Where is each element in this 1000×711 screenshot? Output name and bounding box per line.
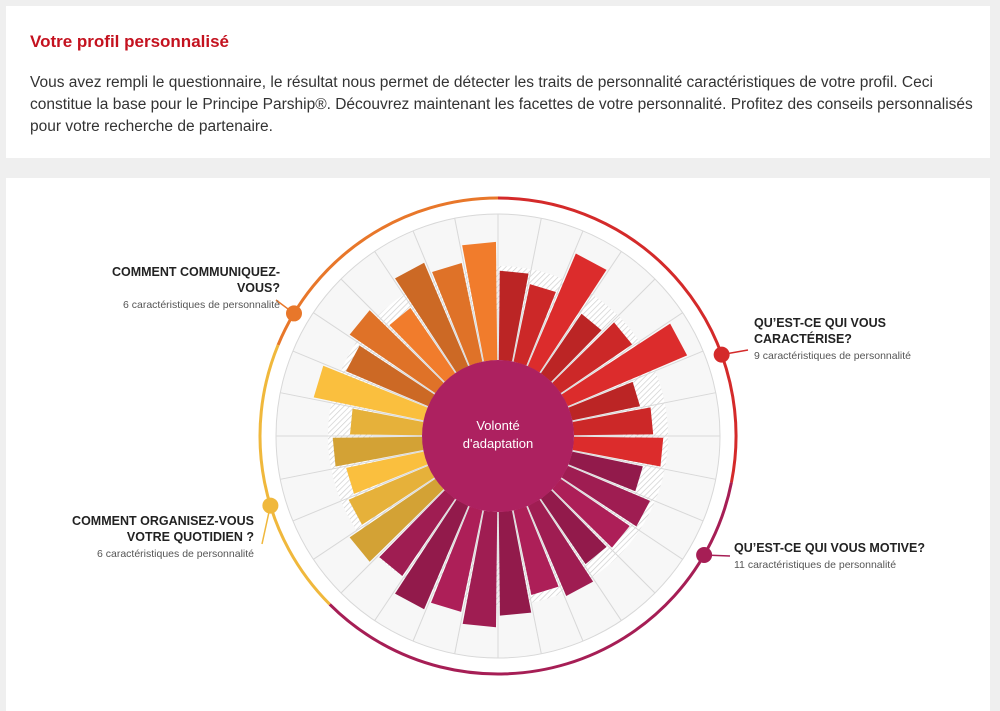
wheel-spoke <box>280 450 424 480</box>
wheel-spoke <box>551 278 656 383</box>
wheel-bar-caracterise[interactable] <box>572 436 664 467</box>
wheel-spoke <box>560 312 683 395</box>
wheel-spoke <box>560 477 683 560</box>
wheel-bar-communication[interactable] <box>349 310 444 394</box>
wheel-bar-caracterise[interactable] <box>540 313 602 382</box>
wheel-bar-caracterise[interactable] <box>572 407 654 436</box>
wheel-bar-motive[interactable] <box>552 478 630 548</box>
category-title: QU’EST-CE QUI VOUS MOTIVE? <box>734 541 925 555</box>
wheel-bar-communication[interactable] <box>432 262 483 366</box>
page-title: Votre profil personnalisé <box>30 32 230 51</box>
wheel-spoke <box>526 506 584 642</box>
category-arc-caracterise <box>497 196 738 483</box>
wheel-bar-motive[interactable] <box>561 465 651 527</box>
wheel-bar-communication[interactable] <box>395 262 469 373</box>
wheel-bar-motive[interactable] <box>540 490 607 565</box>
wheel-bar-caracterise[interactable] <box>568 381 641 421</box>
wheel-bar-caracterise[interactable] <box>552 322 633 394</box>
wheel-spoke <box>512 218 542 362</box>
wheel-spoke <box>512 510 542 654</box>
wheel-spoke <box>374 498 457 621</box>
category-dot-motive[interactable] <box>696 547 713 563</box>
personality-wheel-card: Volonté d'adaptation COMMENT COMMUNIQUEZ-… <box>6 178 990 711</box>
wheel-spoke <box>313 477 436 560</box>
wheel-bar-caracterise[interactable] <box>561 323 688 407</box>
wheel-spoke <box>412 230 470 366</box>
wheel-spoke <box>526 230 584 366</box>
wheel-bar-communication[interactable] <box>389 307 456 382</box>
intro-card: Votre profil personnalisé Vous avez remp… <box>6 6 990 158</box>
category-dot-quotidien[interactable] <box>262 497 279 514</box>
wheel-bar-caracterise[interactable] <box>498 270 529 362</box>
wheel-bar-quotidien[interactable] <box>350 408 424 436</box>
wheel-bar-communication[interactable] <box>345 345 435 407</box>
category-dot-caracterise[interactable] <box>713 346 730 363</box>
wheel-spoke <box>572 450 716 480</box>
wheel-bar-motive[interactable] <box>527 499 594 596</box>
wheel-spoke <box>340 278 445 383</box>
category-label-motive[interactable]: QU’EST-CE QUI VOUS MOTIVE? 11 caractéris… <box>734 540 974 572</box>
wheel-center <box>422 360 574 512</box>
wheel-spoke <box>340 489 445 594</box>
category-subtitle: 6 caractéristiques de personnalité <box>122 299 280 311</box>
wheel-bar-motive[interactable] <box>379 490 456 577</box>
wheel-bar-caracterise[interactable] <box>527 253 607 373</box>
wheel-bar-motive[interactable] <box>568 451 643 492</box>
category-label-quotidien[interactable]: COMMENT ORGANISEZ-VOUS VOTRE QUOTIDIEN ?… <box>40 513 254 561</box>
category-title: QU’EST-CE QUI VOUS CARACTÉRISE? <box>754 316 886 346</box>
wheel-spoke <box>454 218 484 362</box>
wheel-spoke <box>551 489 656 594</box>
wheel-spoke <box>454 510 484 654</box>
wheel-center-label: Volonté d'adaptation <box>463 418 533 451</box>
category-arc-quotidien <box>258 344 331 606</box>
category-title: COMMENT ORGANISEZ-VOUS VOTRE QUOTIDIEN ? <box>72 514 254 544</box>
wheel-bar-quotidien[interactable] <box>349 478 444 562</box>
category-label-communication[interactable]: COMMENT COMMUNIQUEZ-VOUS? 6 caractéristi… <box>72 264 280 312</box>
wheel-bar-quotidien[interactable] <box>313 365 428 421</box>
wheel-spoke <box>568 350 704 408</box>
wheel-spoke <box>539 498 622 621</box>
intro-text: Vous avez rempli le questionnaire, le ré… <box>30 74 973 135</box>
wheel-spoke <box>313 312 436 395</box>
wheel-bar-quotidien[interactable] <box>348 465 435 525</box>
wheel-bar-motive[interactable] <box>498 510 532 616</box>
wheel-spoke <box>280 392 424 422</box>
wheel-bar-motive[interactable] <box>430 506 483 612</box>
wheel-bar-communication[interactable] <box>462 241 498 362</box>
wheel-spoke <box>539 251 622 374</box>
wheel-spoke <box>572 392 716 422</box>
category-subtitle: 11 caractéristiques de personnalité <box>734 559 897 571</box>
category-dot-communication[interactable] <box>285 305 302 322</box>
wheel-spoke <box>292 464 428 522</box>
category-subtitle: 9 caractéristiques de personnalité <box>754 350 912 362</box>
category-label-caracterise[interactable]: QU’EST-CE QUI VOUS CARACTÉRISE? 9 caract… <box>754 315 954 363</box>
wheel-spoke <box>374 251 457 374</box>
wheel-bar-motive[interactable] <box>513 506 559 595</box>
wheel-bar-motive[interactable] <box>395 499 469 610</box>
wheel-spoke <box>292 350 428 408</box>
category-title: COMMENT COMMUNIQUEZ-VOUS? <box>111 265 280 295</box>
wheel-bar-quotidien[interactable] <box>332 436 424 467</box>
wheel-bar-quotidien[interactable] <box>346 451 428 494</box>
personality-wheel[interactable]: Volonté d'adaptation <box>6 178 990 711</box>
category-subtitle: 6 caractéristiques de personnalité <box>96 548 254 560</box>
wheel-bar-motive[interactable] <box>462 510 498 628</box>
wheel-spoke <box>568 464 704 522</box>
wheel-bar-caracterise[interactable] <box>513 284 556 366</box>
wheel-spoke <box>412 506 470 642</box>
